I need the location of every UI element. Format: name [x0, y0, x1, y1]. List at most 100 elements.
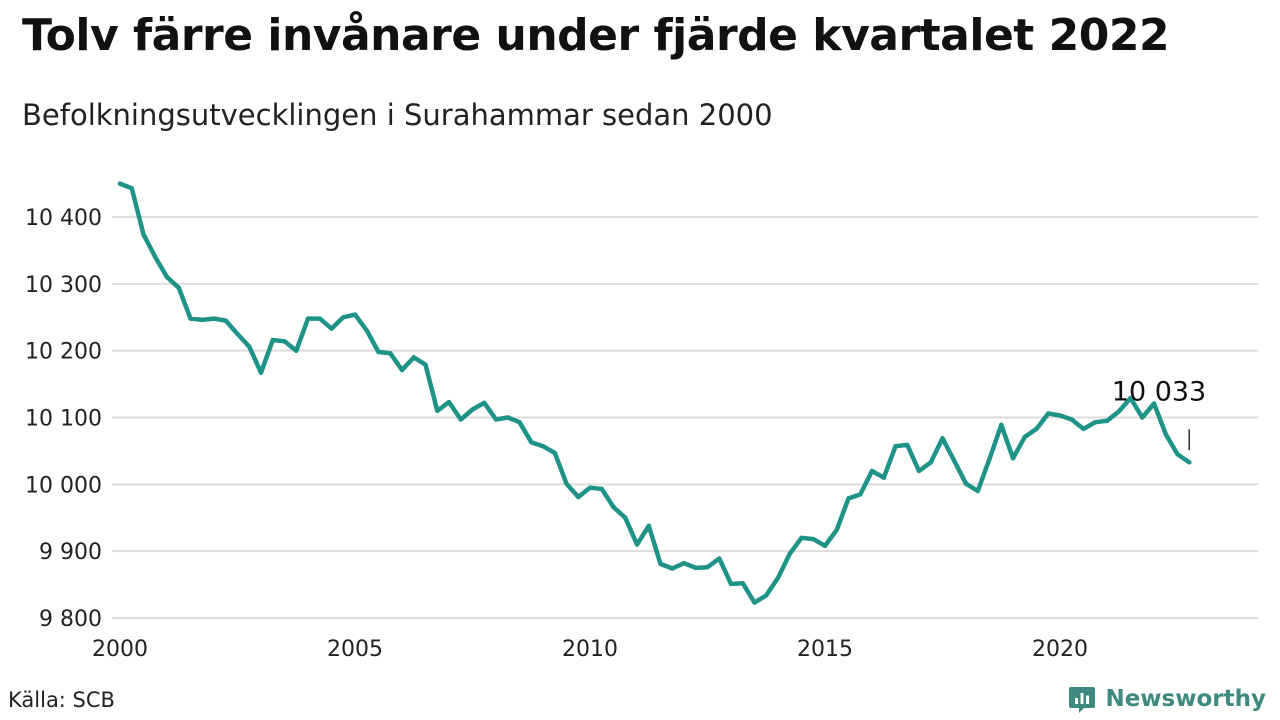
x-tick-label: 2000	[92, 637, 148, 662]
data-point	[881, 475, 886, 480]
brand-name: Newsworthy	[1105, 686, 1266, 712]
data-point	[176, 285, 181, 291]
data-point	[564, 481, 569, 486]
data-point	[1163, 432, 1168, 437]
data-point	[458, 417, 463, 422]
data-point	[775, 575, 781, 581]
data-point	[270, 337, 275, 343]
data-point	[940, 436, 945, 441]
annotation-label: 10 033	[1112, 376, 1206, 407]
data-point	[764, 593, 769, 598]
data-point	[352, 312, 358, 317]
gridlines	[112, 216, 1258, 619]
newsworthy-logo-icon	[1069, 687, 1096, 713]
data-point	[987, 456, 992, 462]
data-point	[223, 318, 228, 323]
data-point	[1140, 415, 1145, 420]
data-point	[916, 468, 922, 474]
data-point	[1057, 413, 1063, 418]
data-point	[1093, 419, 1098, 425]
data-point	[693, 565, 698, 571]
data-point	[905, 442, 910, 448]
data-point	[341, 315, 346, 320]
data-point	[329, 326, 334, 331]
data-point	[999, 422, 1004, 428]
data-point	[505, 415, 510, 420]
x-tick-label: 2015	[797, 637, 853, 662]
data-point	[1069, 417, 1074, 422]
annotations: 10 033	[1112, 376, 1206, 451]
series-layer	[117, 181, 1192, 605]
data-point	[869, 468, 875, 474]
data-point	[317, 316, 322, 321]
data-point	[893, 444, 898, 449]
data-point	[294, 348, 299, 353]
y-axis-ticks: 9 800 9 900 10 000 10 100 10 200 10 300 10 400	[25, 206, 102, 632]
data-point	[752, 600, 757, 605]
chart-title: Tolv färre invånare under fjärde kvartal…	[22, 10, 1170, 61]
data-point	[858, 492, 863, 497]
data-point	[728, 581, 734, 587]
data-point	[822, 543, 828, 549]
data-point	[247, 344, 252, 349]
data-point	[141, 232, 146, 237]
data-point	[1151, 401, 1157, 406]
data-point	[411, 355, 416, 360]
data-point	[1104, 418, 1110, 424]
data-point	[1034, 426, 1039, 432]
y-tick-label: 10 100	[25, 407, 102, 432]
data-point	[811, 536, 816, 542]
data-point	[517, 419, 522, 425]
data-point	[834, 527, 839, 532]
data-point	[1116, 409, 1121, 414]
chart-subtitle: Befolkningsutvecklingen i Surahammar sed…	[22, 98, 773, 132]
data-point	[482, 400, 487, 405]
data-point	[1046, 411, 1051, 416]
data-point	[364, 328, 369, 333]
data-point	[1022, 434, 1027, 440]
data-point	[975, 488, 980, 494]
y-tick-label: 10 300	[25, 273, 102, 298]
data-point	[423, 362, 428, 367]
data-point	[1081, 426, 1086, 432]
data-point	[799, 535, 804, 540]
x-tick-label: 2010	[562, 637, 618, 662]
data-point	[258, 370, 264, 375]
data-point	[446, 399, 452, 405]
data-point	[129, 186, 134, 191]
data-point	[787, 551, 792, 557]
series-line	[117, 181, 1192, 605]
data-point	[587, 485, 593, 490]
data-point	[211, 316, 217, 321]
data-point	[153, 254, 158, 260]
data-point	[1187, 460, 1192, 465]
data-point	[305, 316, 311, 321]
data-point	[623, 515, 628, 520]
data-point	[493, 417, 499, 422]
x-tick-label: 2005	[327, 637, 383, 662]
data-point	[611, 504, 616, 510]
data-point	[117, 181, 123, 186]
data-point	[188, 316, 193, 321]
y-tick-label: 9 900	[39, 540, 102, 565]
data-point	[1010, 456, 1016, 461]
x-tick-label: 2020	[1032, 637, 1088, 662]
data-point	[388, 351, 393, 356]
data-point	[646, 523, 651, 528]
data-point	[529, 440, 534, 445]
line-chart: 9 800 9 900 10 000 10 100 10 200 10 300 10 400…	[25, 181, 1258, 662]
y-tick-label: 10 200	[25, 340, 102, 365]
data-point	[376, 349, 381, 355]
brand-logo: Newsworthy	[1067, 682, 1266, 716]
data-point	[634, 542, 640, 547]
data-point	[705, 565, 710, 570]
data-point	[200, 317, 205, 323]
data-point	[552, 450, 557, 456]
data-point	[846, 496, 851, 501]
data-point	[576, 494, 581, 500]
y-tick-label: 9 800	[39, 607, 102, 632]
data-point	[399, 367, 405, 373]
data-point	[282, 339, 287, 344]
data-point	[717, 556, 722, 561]
data-point	[470, 407, 475, 412]
